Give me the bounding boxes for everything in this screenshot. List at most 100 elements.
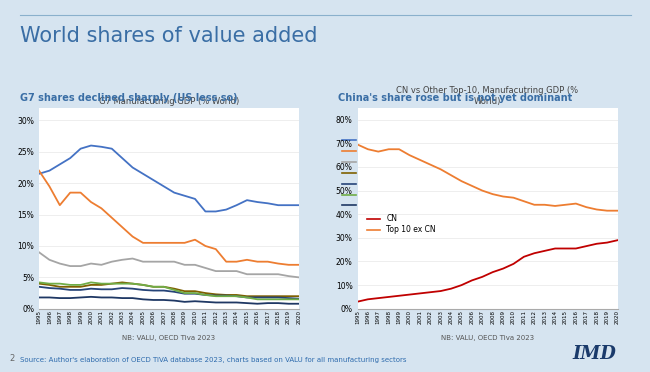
JP bbox=[87, 200, 95, 204]
IT bbox=[202, 291, 209, 295]
Top 10 ex CN bbox=[354, 142, 361, 147]
GB bbox=[129, 281, 136, 286]
CN bbox=[603, 240, 611, 245]
GB bbox=[212, 294, 220, 298]
Top 10 ex CN bbox=[510, 195, 517, 200]
DE bbox=[243, 272, 251, 276]
JP bbox=[212, 247, 220, 251]
DE bbox=[139, 259, 147, 264]
CN bbox=[582, 244, 590, 248]
CA bbox=[108, 295, 116, 300]
IT bbox=[285, 294, 292, 298]
GB bbox=[108, 281, 116, 286]
IT bbox=[56, 285, 64, 289]
IT bbox=[129, 281, 136, 286]
CN bbox=[458, 283, 465, 287]
Top 10 ex CN bbox=[447, 173, 455, 177]
CN bbox=[364, 297, 372, 302]
FR bbox=[202, 293, 209, 297]
JP bbox=[118, 225, 126, 230]
CN bbox=[354, 299, 361, 304]
FR bbox=[108, 287, 116, 292]
DE bbox=[66, 264, 74, 268]
GB bbox=[77, 283, 85, 287]
JP bbox=[243, 257, 251, 262]
Text: World shares of value added: World shares of value added bbox=[20, 26, 317, 46]
JP bbox=[150, 241, 157, 245]
GB bbox=[160, 285, 168, 289]
CN bbox=[499, 266, 507, 271]
CA bbox=[202, 299, 209, 304]
JP bbox=[170, 241, 178, 245]
Text: IMD: IMD bbox=[572, 345, 616, 363]
JP bbox=[160, 241, 168, 245]
DE bbox=[129, 256, 136, 261]
FR bbox=[160, 288, 168, 293]
Line: DE: DE bbox=[39, 252, 299, 278]
GB bbox=[139, 283, 147, 287]
Top 10 ex CN bbox=[426, 162, 434, 167]
FR bbox=[98, 287, 105, 292]
Top 10 ex CN bbox=[582, 205, 590, 209]
FR bbox=[191, 292, 199, 296]
FR bbox=[66, 288, 74, 292]
CA bbox=[285, 301, 292, 306]
GB bbox=[56, 281, 64, 286]
DE bbox=[254, 272, 261, 276]
GB bbox=[254, 297, 261, 302]
JP bbox=[129, 234, 136, 239]
CA bbox=[87, 295, 95, 299]
GB bbox=[181, 291, 188, 295]
DE bbox=[233, 269, 240, 273]
Top 10 ex CN bbox=[406, 153, 413, 157]
CA bbox=[129, 296, 136, 300]
JP bbox=[233, 259, 240, 264]
DE bbox=[295, 275, 303, 280]
JP bbox=[77, 190, 85, 195]
Line: FR: FR bbox=[39, 287, 299, 299]
IT bbox=[233, 293, 240, 297]
CN bbox=[395, 294, 403, 298]
FR bbox=[243, 295, 251, 300]
US bbox=[285, 203, 292, 208]
IT bbox=[274, 294, 282, 298]
CN bbox=[437, 289, 445, 293]
Top 10 ex CN bbox=[520, 199, 528, 203]
FR bbox=[181, 292, 188, 296]
FR bbox=[264, 295, 272, 300]
JP bbox=[264, 259, 272, 264]
DE bbox=[181, 263, 188, 267]
FR bbox=[233, 294, 240, 298]
US bbox=[202, 209, 209, 214]
JP bbox=[98, 206, 105, 211]
Line: JP: JP bbox=[39, 171, 299, 265]
CA bbox=[66, 296, 74, 300]
FR bbox=[56, 286, 64, 291]
CA bbox=[77, 295, 85, 300]
Line: CN: CN bbox=[358, 240, 618, 302]
IT bbox=[87, 283, 95, 287]
GB bbox=[202, 293, 209, 297]
GB bbox=[285, 297, 292, 302]
FR bbox=[35, 285, 43, 289]
FR bbox=[212, 294, 220, 298]
Top 10 ex CN bbox=[395, 147, 403, 151]
DE bbox=[264, 272, 272, 276]
CN bbox=[614, 238, 621, 243]
IT bbox=[118, 280, 126, 285]
IT bbox=[77, 285, 85, 289]
Line: Top 10 ex CN: Top 10 ex CN bbox=[358, 144, 618, 211]
Top 10 ex CN bbox=[614, 208, 621, 213]
US bbox=[118, 156, 126, 160]
US bbox=[98, 145, 105, 149]
CN bbox=[520, 254, 528, 259]
Text: G7 shares declined sharply (US less so): G7 shares declined sharply (US less so) bbox=[20, 93, 237, 103]
CA bbox=[191, 299, 199, 304]
IT bbox=[139, 283, 147, 287]
US bbox=[46, 169, 53, 173]
Top 10 ex CN bbox=[489, 192, 497, 196]
GB bbox=[46, 281, 53, 286]
GB bbox=[66, 283, 74, 287]
JP bbox=[295, 263, 303, 267]
US bbox=[274, 203, 282, 208]
